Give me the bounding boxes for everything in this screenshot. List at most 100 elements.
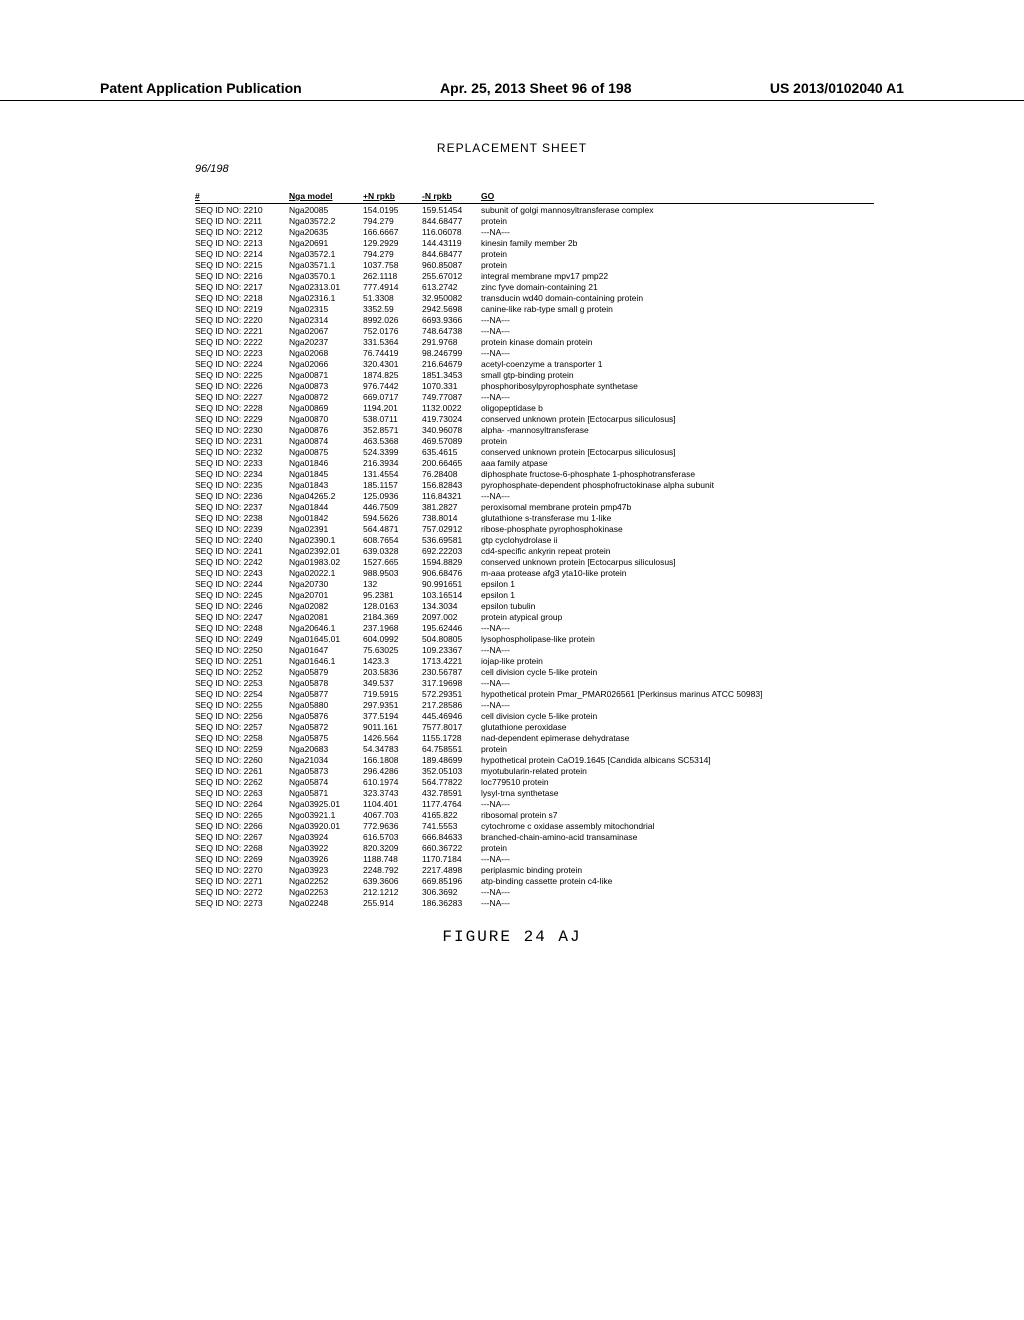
table-cell: Nga02248 [289,897,363,908]
table-cell: SEQ ID NO: 2259 [195,743,289,754]
table-cell: Nga03572.1 [289,248,363,259]
table-cell: Nga00876 [289,424,363,435]
table-cell: 1155.1728 [422,732,481,743]
table-cell: 608.7654 [363,534,422,545]
table-cell: ---NA--- [481,325,874,336]
table-cell: 738.8014 [422,512,481,523]
table-cell: 1194.201 [363,402,422,413]
table-cell: 381.2827 [422,501,481,512]
table-cell: 594.5626 [363,512,422,523]
table-cell: 1070.331 [422,380,481,391]
table-cell: 166.1808 [363,754,422,765]
table-cell: SEQ ID NO: 2236 [195,490,289,501]
table-row: SEQ ID NO: 2258Nga058751426.5641155.1728… [195,732,874,743]
table-cell: Nga20085 [289,204,363,216]
table-cell: protein [481,248,874,259]
table-cell: 669.85196 [422,875,481,886]
table-cell: 777.4914 [363,281,422,292]
table-row: SEQ ID NO: 2244Nga2073013290.991651epsil… [195,578,874,589]
table-cell: ---NA--- [481,644,874,655]
table-row: SEQ ID NO: 2256Nga05876377.5194445.46946… [195,710,874,721]
table-row: SEQ ID NO: 2217Nga02313.01777.4914613.27… [195,281,874,292]
table-cell: 820.3209 [363,842,422,853]
table-cell: Nga03570.1 [289,270,363,281]
table-cell: 564.77822 [422,776,481,787]
table-cell: Nga05874 [289,776,363,787]
table-cell: ---NA--- [481,699,874,710]
table-row: SEQ ID NO: 2249Nga01645.01604.0992504.80… [195,633,874,644]
table-cell: SEQ ID NO: 2226 [195,380,289,391]
table-row: SEQ ID NO: 2226Nga00873976.74421070.331p… [195,380,874,391]
table-cell: 32.950082 [422,292,481,303]
table-row: SEQ ID NO: 2237Nga01844446.7509381.2827p… [195,501,874,512]
table-cell: 719.5915 [363,688,422,699]
table-cell: 446.7509 [363,501,422,512]
table-cell: SEQ ID NO: 2270 [195,864,289,875]
table-cell: Nga05877 [289,688,363,699]
table-cell: SEQ ID NO: 2241 [195,545,289,556]
table-cell: SEQ ID NO: 2235 [195,479,289,490]
table-cell: acetyl-coenzyme a transporter 1 [481,358,874,369]
table-row: SEQ ID NO: 2239Nga02391564.4871757.02912… [195,523,874,534]
table-cell: Nga01843 [289,479,363,490]
table-cell: SEQ ID NO: 2228 [195,402,289,413]
table-cell: 1426.564 [363,732,422,743]
table-cell: SEQ ID NO: 2212 [195,226,289,237]
table-cell: SEQ ID NO: 2220 [195,314,289,325]
table-cell: transducin wd40 domain-containing protei… [481,292,874,303]
table-cell: Nga03924 [289,831,363,842]
data-table-wrap: # Nga model +N rpkb -N rpkb GO SEQ ID NO… [0,189,1024,908]
table-cell: subunit of golgi mannosyltransferase com… [481,204,874,216]
table-cell: epsilon 1 [481,589,874,600]
table-cell: Nga00871 [289,369,363,380]
header-left: Patent Application Publication [100,80,302,96]
table-cell: 166.6667 [363,226,422,237]
table-cell: ribose-phosphate pyrophosphokinase [481,523,874,534]
table-cell: 144.43119 [422,237,481,248]
table-cell: 794.279 [363,215,422,226]
table-cell: SEQ ID NO: 2214 [195,248,289,259]
table-cell: Nga05875 [289,732,363,743]
table-row: SEQ ID NO: 2247Nga020812184.3692097.002p… [195,611,874,622]
table-cell: 635.4615 [422,446,481,457]
table-row: SEQ ID NO: 2233Nga01846216.3934200.66465… [195,457,874,468]
table-cell: SEQ ID NO: 2242 [195,556,289,567]
table-cell: SEQ ID NO: 2256 [195,710,289,721]
table-cell: SEQ ID NO: 2258 [195,732,289,743]
table-cell: 331.5364 [363,336,422,347]
table-cell: SEQ ID NO: 2225 [195,369,289,380]
table-cell: 844.68477 [422,248,481,259]
table-cell: Ngo01842 [289,512,363,523]
table-cell: SEQ ID NO: 2255 [195,699,289,710]
table-cell: SEQ ID NO: 2266 [195,820,289,831]
table-cell: Nga03571.1 [289,259,363,270]
table-row: SEQ ID NO: 2235Nga01843185.1157156.82843… [195,479,874,490]
table-row: SEQ ID NO: 2252Nga05879203.5836230.56787… [195,666,874,677]
table-cell: 976.7442 [363,380,422,391]
table-cell: 216.3934 [363,457,422,468]
table-cell: Nga01846 [289,457,363,468]
table-row: SEQ ID NO: 2259Nga2068354.3478364.758551… [195,743,874,754]
table-cell: SEQ ID NO: 2250 [195,644,289,655]
table-cell: SEQ ID NO: 2265 [195,809,289,820]
table-cell: 349.537 [363,677,422,688]
table-cell: SEQ ID NO: 2224 [195,358,289,369]
sheet-number: 96/198 [0,163,1024,175]
table-cell: ---NA--- [481,226,874,237]
table-row: SEQ ID NO: 2253Nga05878349.537317.19698-… [195,677,874,688]
table-cell: 1713.4221 [422,655,481,666]
table-cell: 2942.5698 [422,303,481,314]
table-cell: Nga05879 [289,666,363,677]
table-cell: 90.991651 [422,578,481,589]
table-cell: 116.06078 [422,226,481,237]
table-cell: 154.0195 [363,204,422,216]
table-cell: 125.0936 [363,490,422,501]
table-row: SEQ ID NO: 2242Nga01983.021527.6651594.8… [195,556,874,567]
table-cell: ---NA--- [481,314,874,325]
table-cell: glutathione peroxidase [481,721,874,732]
table-cell: myotubularin-related protein [481,765,874,776]
table-cell: canine-like rab-type small g protein [481,303,874,314]
table-row: SEQ ID NO: 2228Nga008691194.2011132.0022… [195,402,874,413]
table-cell: 564.4871 [363,523,422,534]
table-cell: 772.9636 [363,820,422,831]
